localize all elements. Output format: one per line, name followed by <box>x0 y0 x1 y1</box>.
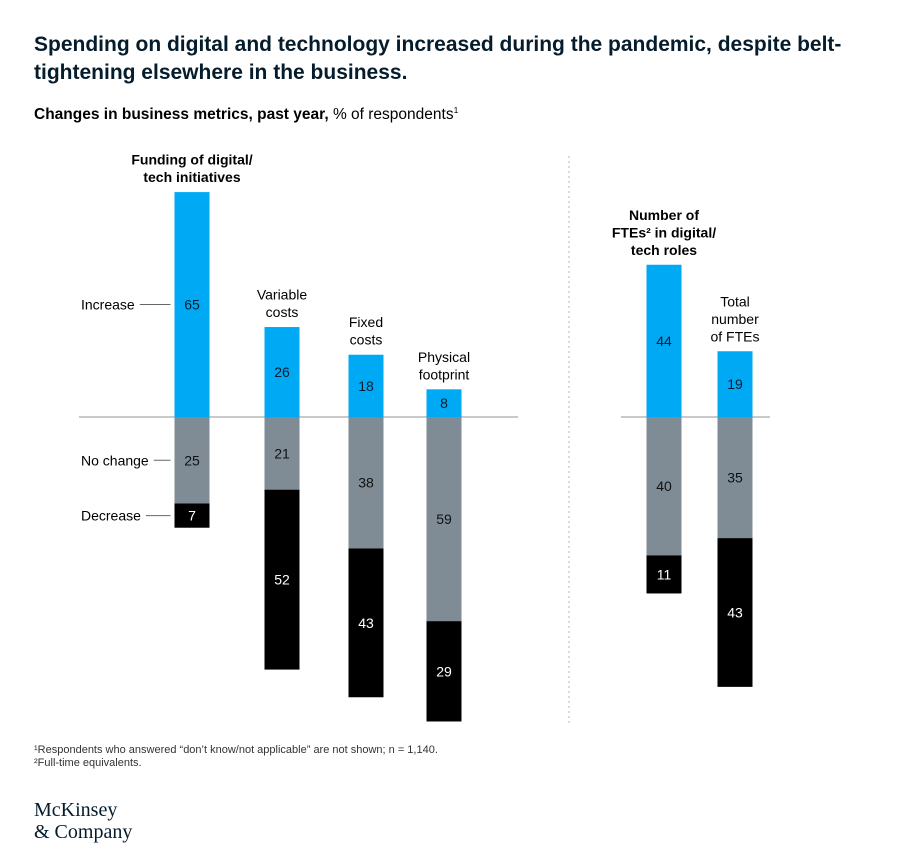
bar-decrease <box>348 548 384 698</box>
data-label-decrease: 11 <box>657 566 672 582</box>
bar-decrease <box>264 489 300 670</box>
row-label: Increase <box>81 297 135 313</box>
logo-line-1: McKinsey <box>34 799 118 821</box>
footnotes: ¹Respondents who answered “don’t know/no… <box>34 744 438 770</box>
bar-no-change <box>426 417 462 622</box>
bar-increase <box>426 389 462 417</box>
bar-increase <box>717 351 753 417</box>
bar-decrease <box>174 503 210 528</box>
row-label: No change <box>81 452 149 468</box>
category-label: costs <box>350 332 383 348</box>
data-label-increase: 44 <box>656 333 672 349</box>
bar-no-change <box>717 417 753 539</box>
subtitle-bold: Changes in business metrics, past year, <box>34 106 329 123</box>
data-label-decrease: 7 <box>188 508 196 524</box>
data-label-no-change: 21 <box>274 445 290 461</box>
data-label-no-change: 40 <box>656 478 672 494</box>
row-label: Decrease <box>81 508 141 524</box>
category-label: Physical <box>418 349 470 365</box>
bar-no-change <box>348 417 384 549</box>
bar-no-change <box>264 417 300 490</box>
data-label-decrease: 43 <box>358 615 374 631</box>
data-label-decrease: 52 <box>274 572 290 588</box>
logo-line-2: & Company <box>34 821 133 843</box>
footnote-2: ²Full-time equivalents. <box>34 757 142 769</box>
bar-no-change <box>646 417 682 556</box>
category-label: Total <box>720 293 750 309</box>
category-label: number <box>711 311 759 327</box>
data-label-decrease: 29 <box>436 663 452 679</box>
chart-title: Spending on digital and technology incre… <box>34 33 842 84</box>
data-label-increase: 26 <box>274 364 290 380</box>
bar-no-change <box>174 417 210 504</box>
category-label: footprint <box>419 366 470 382</box>
category-label: Number of <box>629 207 699 223</box>
data-label-no-change: 59 <box>436 511 452 527</box>
data-label-increase: 19 <box>727 376 743 392</box>
data-label-increase: 18 <box>358 378 374 394</box>
subtitle-unit: % of respondents <box>332 106 454 123</box>
data-label-no-change: 35 <box>727 470 743 486</box>
bar-increase <box>174 192 210 417</box>
bar-decrease <box>426 621 462 722</box>
subtitle-footnote-mark: 1 <box>453 104 459 115</box>
bar-increase <box>264 327 300 417</box>
data-label-no-change: 38 <box>358 475 374 491</box>
category-label: Funding of digital/ <box>131 152 252 168</box>
data-label-decrease: 43 <box>727 604 743 620</box>
bar-increase <box>646 264 682 417</box>
bar-decrease <box>646 555 682 594</box>
footnote-1: ¹Respondents who answered “don’t know/no… <box>34 744 438 756</box>
data-label-increase: 8 <box>440 395 448 411</box>
data-label-no-change: 25 <box>184 452 200 468</box>
chart-subtitle: Changes in business metrics, past year, … <box>34 106 458 124</box>
category-label: FTEs² in digital/ <box>612 224 716 240</box>
data-label-increase: 65 <box>184 297 200 313</box>
mckinsey-logo: McKinsey & Company <box>34 799 132 843</box>
category-label: costs <box>266 304 299 320</box>
category-label: of FTEs <box>710 328 759 344</box>
category-label: Variable <box>257 287 308 303</box>
category-label: Fixed <box>349 314 383 330</box>
category-label: tech roles <box>631 242 697 258</box>
category-label: tech initiatives <box>143 169 240 185</box>
bar-decrease <box>717 538 753 687</box>
bar-increase <box>348 354 384 417</box>
